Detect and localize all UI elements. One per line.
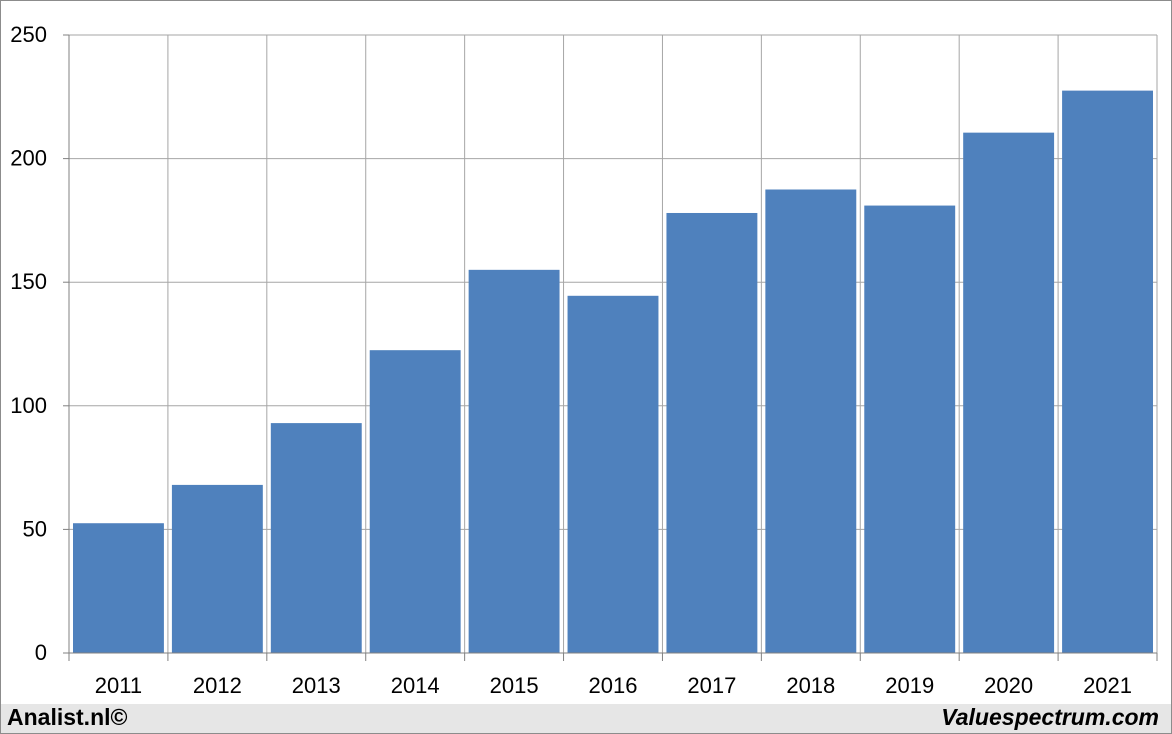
- x-tick-label: 2013: [292, 673, 341, 698]
- bar-2015: [468, 269, 560, 653]
- bar-2018: [765, 189, 857, 653]
- y-tick-label: 0: [35, 640, 47, 665]
- bar-chart: 0 50 100 150 200 250 2011 2012 2013 2014 2015 2016…: [10, 22, 1158, 698]
- x-tick-label: 2020: [984, 673, 1033, 698]
- x-tick-label: 2021: [1083, 673, 1132, 698]
- y-tick-label: 250: [10, 22, 47, 47]
- footer-brand-right: Valuespectrum.com: [941, 704, 1159, 730]
- y-tick-label: 50: [23, 516, 47, 541]
- y-tick-label: 150: [10, 269, 47, 294]
- bar-2021: [1062, 90, 1153, 654]
- bars: [73, 90, 1153, 654]
- y-tick-labels: 0 50 100 150 200 250: [10, 22, 47, 665]
- footer-bar: Analist.nl© Valuespectrum.com: [1, 704, 1171, 733]
- x-tick-label: 2018: [786, 673, 835, 698]
- bar-2017: [666, 212, 758, 653]
- x-tick-label: 2016: [589, 673, 638, 698]
- axes: [63, 34, 1158, 661]
- y-tick-label: 200: [10, 146, 47, 171]
- x-tick-label: 2012: [193, 673, 242, 698]
- x-tick-label: 2015: [490, 673, 539, 698]
- bar-2014: [369, 350, 461, 653]
- footer-brand-left: Analist.nl©: [7, 704, 128, 730]
- bar-2019: [864, 205, 956, 653]
- x-tick-label: 2017: [687, 673, 736, 698]
- x-tick-label: 2019: [885, 673, 934, 698]
- x-tick-labels: 2011 2012 2013 2014 2015 2016 2017 2018 2019 2020…: [95, 673, 1132, 698]
- bar-2013: [270, 423, 362, 653]
- grid-lines: [69, 34, 1158, 653]
- bar-2012: [171, 484, 263, 653]
- bar-2020: [963, 132, 1055, 654]
- bar-2011: [73, 523, 164, 653]
- y-tick-label: 100: [10, 393, 47, 418]
- x-tick-label: 2014: [391, 673, 440, 698]
- x-tick-label: 2011: [95, 673, 142, 698]
- bar-2016: [567, 295, 659, 653]
